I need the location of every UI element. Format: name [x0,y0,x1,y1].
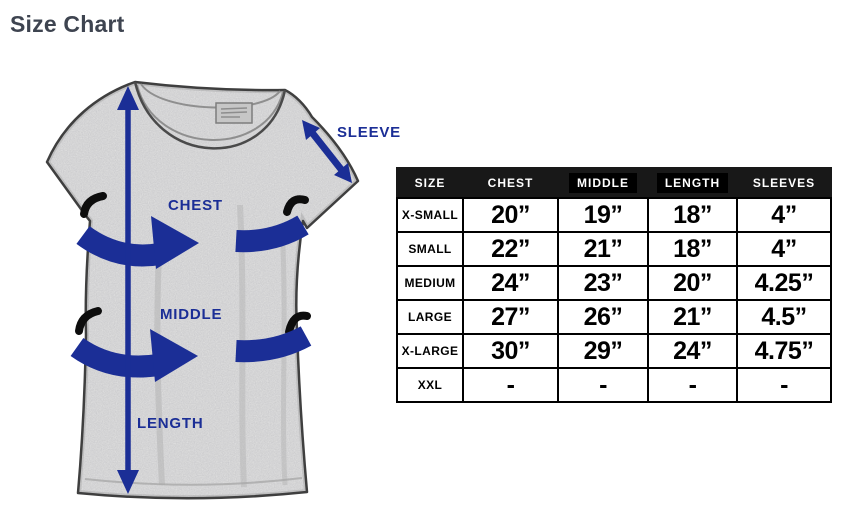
col-header-length: LENGTH [647,167,738,199]
table-row: LARGE 27” 26” 21” 4.5” [396,299,832,335]
size-table: SIZE CHEST MIDDLE LENGTH SLEEVES X-SMALL… [396,167,832,403]
col-header-chest: CHEST [462,167,559,199]
size-cell: X-LARGE [396,333,464,369]
value-cell: 4” [736,231,832,267]
value-cell: 21” [557,231,649,267]
value-cell: 23” [557,265,649,301]
value-cell: 26” [557,299,649,335]
value-cell: 22” [462,231,559,267]
value-cell: 4.75” [736,333,832,369]
value-cell: 21” [647,299,738,335]
size-cell: X-SMALL [396,197,464,233]
value-cell: 24” [647,333,738,369]
middle-band-arrow [70,307,312,382]
size-cell: XXL [396,367,464,403]
length-arrow [117,86,139,494]
value-cell: - [462,367,559,403]
tshirt-graphic [45,80,360,500]
value-cell: 4.5” [736,299,832,335]
sleeve-label: SLEEVE [337,124,401,141]
value-cell: 18” [647,197,738,233]
value-cell: 29” [557,333,649,369]
table-row: X-LARGE 30” 29” 24” 4.75” [396,333,832,369]
size-cell: MEDIUM [396,265,464,301]
value-cell: 20” [462,197,559,233]
value-cell: - [736,367,832,403]
page-title: Size Chart [10,11,125,37]
chest-band-arrow [76,192,309,269]
value-cell: 24” [462,265,559,301]
col-header-sleeves: SLEEVES [736,167,832,199]
size-cell: LARGE [396,299,464,335]
value-cell: - [647,367,738,403]
value-cell: - [557,367,649,403]
sleeve-arrow [302,120,352,183]
length-label: LENGTH [137,415,204,432]
value-cell: 27” [462,299,559,335]
value-cell: 30” [462,333,559,369]
value-cell: 4.25” [736,265,832,301]
tshirt-measurement-diagram: CHEST MIDDLE LENGTH SLEEVE [40,55,400,520]
chest-label: CHEST [168,197,223,214]
table-row: MEDIUM 24” 23” 20” 4.25” [396,265,832,301]
middle-label: MIDDLE [160,306,223,323]
table-row: SMALL 22” 21” 18” 4” [396,231,832,267]
value-cell: 18” [647,231,738,267]
col-header-size: SIZE [396,167,464,199]
collar [133,81,287,150]
value-cell: 20” [647,265,738,301]
neck-tag [215,102,253,124]
value-cell: 19” [557,197,649,233]
col-header-middle: MIDDLE [557,167,649,199]
table-row: X-SMALL 20” 19” 18” 4” [396,197,832,233]
value-cell: 4” [736,197,832,233]
size-table-header-row: SIZE CHEST MIDDLE LENGTH SLEEVES [396,167,832,199]
table-row: XXL - - - - [396,367,832,403]
size-cell: SMALL [396,231,464,267]
